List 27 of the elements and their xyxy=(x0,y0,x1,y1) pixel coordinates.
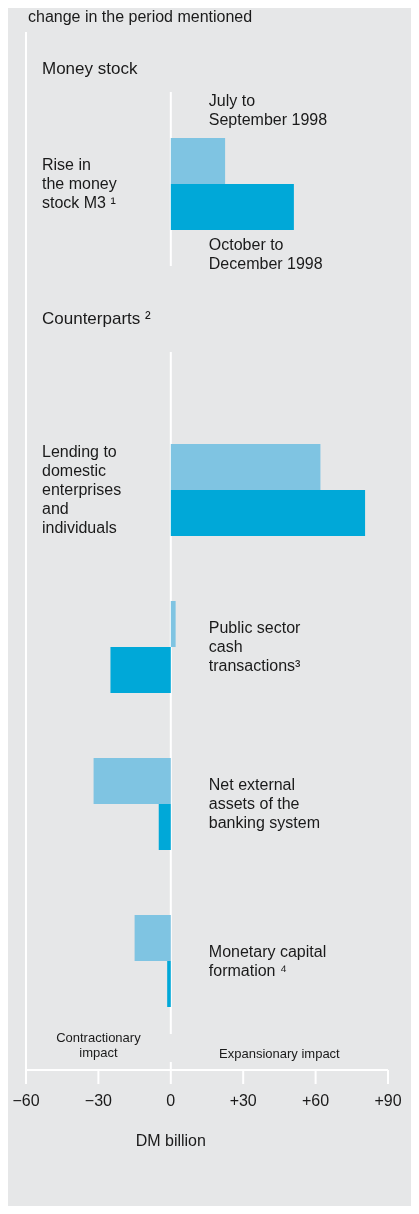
x-tick-label: +90 xyxy=(374,1092,402,1109)
bar xyxy=(93,758,171,804)
bar xyxy=(158,804,171,850)
series-label: October to December 1998 xyxy=(208,236,323,272)
y-tick-label: Lending to domestic enterprises and individuals xyxy=(42,443,122,536)
text: Expansionary impact xyxy=(219,1046,341,1061)
y-tick-label: Net external assets of the banking system xyxy=(208,776,320,831)
bar xyxy=(170,444,321,490)
y-tick-label: Monetary capital formation ⁴ xyxy=(208,942,327,979)
text: change in the period mentioned xyxy=(28,8,253,25)
bar xyxy=(167,961,171,1007)
x-tick-label: −60 xyxy=(12,1092,40,1109)
x-tick-label: −30 xyxy=(84,1092,113,1109)
y-tick-label: Public sector cash transactions³ xyxy=(208,619,302,674)
series-label: July to September 1998 xyxy=(208,92,328,128)
bar xyxy=(170,601,176,647)
chart-title: Counterparts ² xyxy=(42,309,151,328)
chart-title: Money stock xyxy=(42,59,138,78)
y-tick-label: Rise in the money stock M3 ¹ xyxy=(42,156,117,211)
x-tick-label: 0 xyxy=(166,1092,176,1109)
x-axis-title: DM billion xyxy=(135,1132,206,1149)
annotation: Contractionary impact xyxy=(56,1030,142,1060)
bar xyxy=(170,490,366,536)
bar xyxy=(134,915,171,961)
x-tick-label: +60 xyxy=(302,1092,330,1109)
x-tick-label: +30 xyxy=(229,1092,257,1109)
bar xyxy=(110,647,171,693)
